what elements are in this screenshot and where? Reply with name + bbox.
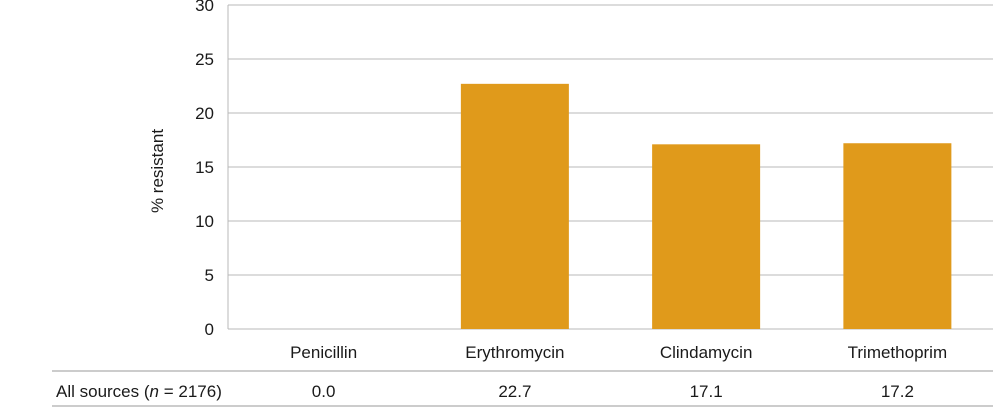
category-label: Trimethoprim <box>848 343 948 362</box>
y-tick-label: 25 <box>195 50 214 69</box>
table-cell: 22.7 <box>498 382 531 401</box>
table-cell: 17.1 <box>690 382 723 401</box>
table-cell: 17.2 <box>881 382 914 401</box>
bars <box>460 83 952 329</box>
table-row-label: All sources (n = 2176) <box>56 382 222 401</box>
y-axis-label: % resistant <box>148 129 167 213</box>
y-tick-label: 5 <box>205 266 214 285</box>
y-tick-label: 15 <box>195 158 214 177</box>
bar <box>652 144 761 329</box>
y-tick-label: 20 <box>195 104 214 123</box>
values-table: All sources (n = 2176) 0.0 22.7 17.1 17.2 <box>52 370 993 407</box>
gridlines <box>227 4 993 330</box>
category-labels: Penicillin Erythromycin Clindamycin Trimeth… <box>290 343 947 362</box>
y-tick-label: 10 <box>195 212 214 231</box>
y-tick-label: 30 <box>195 0 214 15</box>
category-label: Erythromycin <box>465 343 564 362</box>
category-label: Penicillin <box>290 343 357 362</box>
y-tick-label: 0 <box>205 320 214 339</box>
category-label: Clindamycin <box>660 343 753 362</box>
bar <box>460 83 569 329</box>
table-cell: 0.0 <box>312 382 336 401</box>
y-tick-labels: 0 5 10 15 20 25 30 <box>195 0 214 339</box>
bar <box>843 143 952 329</box>
